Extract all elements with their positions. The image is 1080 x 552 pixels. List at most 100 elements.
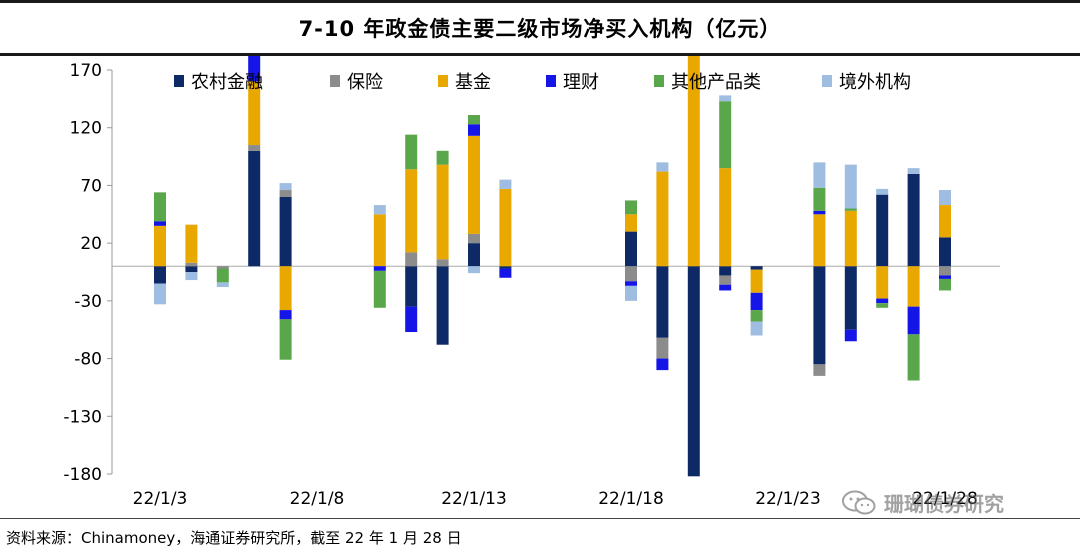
bar-segment — [373, 270, 386, 308]
x-tick-label: 22/1/3 — [133, 489, 188, 509]
bar-segment — [373, 205, 386, 215]
bar-segment — [844, 329, 857, 342]
bar-segment — [625, 200, 637, 215]
bar-segment — [499, 188, 512, 267]
bar-segment — [436, 150, 449, 165]
bar-segment — [185, 272, 198, 281]
bar-segment — [687, 56, 700, 267]
bar-segment — [436, 259, 449, 267]
bar-segment — [468, 266, 480, 274]
bar-segment — [185, 266, 198, 272]
bar-segment — [907, 168, 920, 174]
bar-segment — [625, 266, 637, 282]
y-tick-label: 120 — [70, 119, 102, 139]
x-tick-label: 22/1/13 — [441, 489, 507, 509]
bar-segment — [687, 266, 700, 477]
bar-segment — [813, 210, 826, 215]
bar-segment — [468, 124, 480, 136]
legend-swatch — [546, 75, 556, 87]
bar-segment — [405, 266, 418, 307]
bar-segment — [216, 268, 229, 283]
legend-label: 农村金融 — [191, 72, 263, 93]
bar-segment — [405, 134, 418, 170]
legend-label: 理财 — [563, 72, 599, 93]
legend-swatch — [174, 75, 184, 87]
bar-segment — [719, 266, 732, 276]
bar-segment — [656, 358, 669, 371]
bar-segment — [625, 285, 637, 301]
bar-segment — [436, 164, 449, 260]
y-tick-label: 20 — [80, 234, 102, 254]
bar-segment — [248, 150, 261, 267]
bar-segment — [876, 188, 889, 195]
bar-segment — [468, 135, 480, 234]
bar-segment — [279, 319, 292, 360]
bar-segment — [405, 252, 418, 267]
bar-segment — [907, 306, 920, 335]
bar-segment — [373, 266, 386, 271]
bar-segment — [625, 214, 637, 232]
bar-segment — [939, 275, 951, 279]
bar-segment — [248, 56, 261, 82]
x-tick-label: 22/1/18 — [598, 489, 664, 509]
watermark-text: 珊瑚债券研究 — [884, 492, 1004, 516]
x-tick-label: 22/1/28 — [912, 489, 978, 509]
bar-segment — [154, 192, 166, 222]
bar-segment — [719, 168, 732, 267]
bar-segment — [813, 162, 826, 188]
chart-title-bar: 7-10 年政金债主要二级市场净买入机构（亿元） — [0, 0, 1080, 56]
bar-segment — [844, 266, 857, 330]
bar-segment — [656, 266, 669, 338]
bar-segment — [656, 162, 669, 172]
bar-segment — [876, 194, 889, 267]
bar-segment — [499, 268, 512, 278]
bar-segment — [939, 266, 951, 276]
source-divider — [0, 518, 1080, 519]
bar-segment — [750, 292, 763, 311]
bar-segment — [154, 225, 166, 267]
legend-swatch — [822, 75, 832, 87]
bar-segment — [625, 231, 637, 267]
bar-segment — [750, 266, 763, 270]
bar-segment — [876, 303, 889, 308]
bar-segment — [939, 190, 951, 206]
wechat-icon — [842, 490, 876, 514]
y-tick-label: -180 — [63, 465, 102, 485]
bar-segment — [154, 221, 166, 226]
bar-segment — [185, 224, 198, 263]
bar-segment — [813, 187, 826, 211]
bar-segment — [719, 284, 732, 291]
legend-label: 其他产品类 — [671, 72, 761, 93]
bar-segment — [185, 262, 198, 267]
legend-swatch — [330, 75, 340, 87]
y-tick-label: -30 — [74, 292, 102, 312]
bar-segment — [279, 266, 292, 311]
bar-segment — [279, 190, 292, 197]
bar-segment — [405, 306, 418, 333]
bar-segment — [248, 145, 261, 151]
bar-segment — [499, 266, 512, 269]
legend-swatch — [654, 75, 664, 87]
watermark: 珊瑚债券研究 — [842, 488, 1004, 517]
legend-swatch — [438, 75, 448, 87]
bar-segment — [876, 266, 889, 299]
bar-segment — [154, 283, 166, 305]
bar-segment — [939, 237, 951, 267]
legend-label: 基金 — [455, 72, 491, 93]
bar-segment — [436, 266, 449, 345]
bar-segment — [907, 173, 920, 267]
x-tick-label: 22/1/8 — [290, 489, 345, 509]
bar-segment — [656, 337, 669, 359]
bar-segment — [844, 208, 857, 211]
bar-segment — [468, 243, 480, 267]
bar-segment — [876, 298, 889, 304]
legend-label: 保险 — [347, 72, 383, 93]
y-tick-label: 70 — [80, 176, 102, 196]
bar-segment — [216, 282, 229, 288]
y-tick-label: -130 — [63, 407, 102, 427]
bar-segment — [216, 266, 229, 269]
y-tick-label: -80 — [74, 350, 102, 370]
source-note: 资料来源：Chinamoney，海通证券研究所，截至 22 年 1 月 28 日 — [6, 529, 462, 547]
bar-segment — [154, 266, 166, 284]
bar-segment — [813, 214, 826, 267]
